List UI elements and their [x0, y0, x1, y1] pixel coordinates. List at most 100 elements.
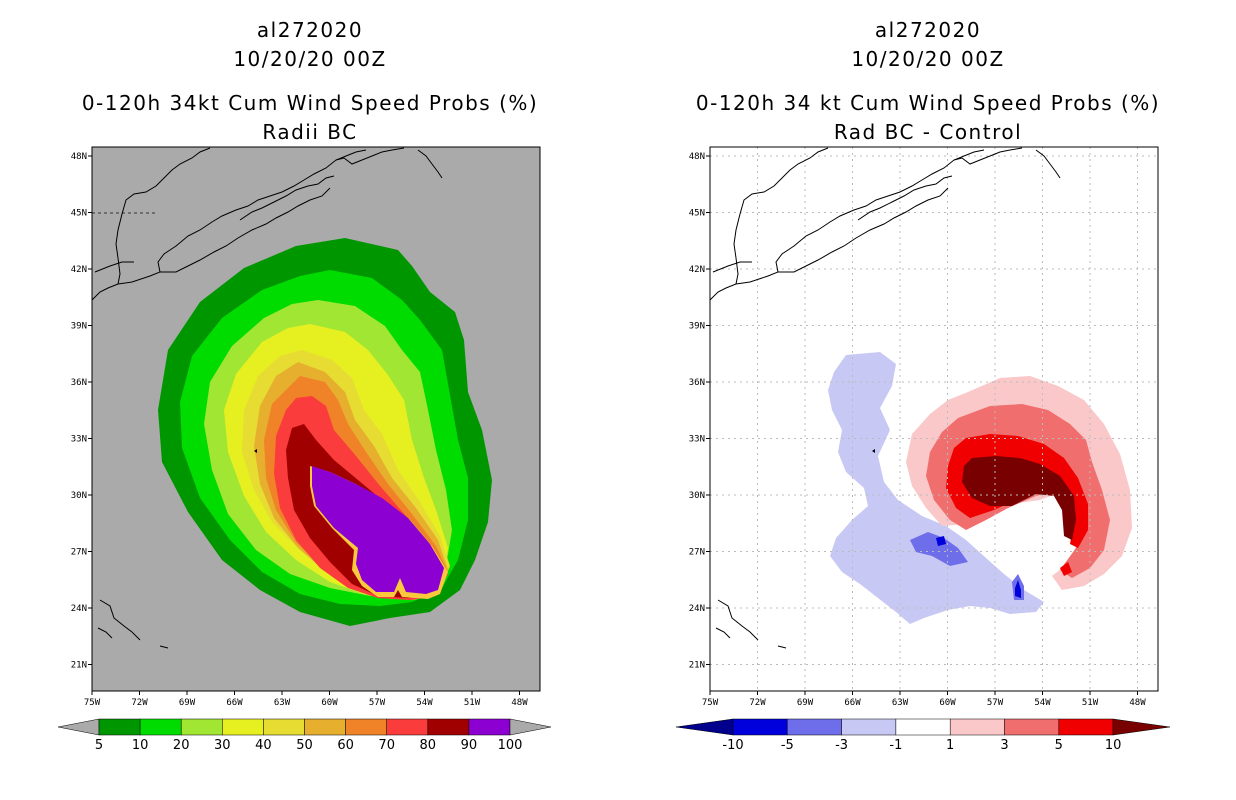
right-gridlines: [710, 147, 1158, 691]
right-lon-label: 48W: [1129, 698, 1146, 708]
right-lat-label: 33N: [689, 435, 705, 445]
right-colorbar-low-arrow: [675, 718, 734, 736]
right-lon-label: 63W: [892, 698, 909, 708]
left-colorbar-label: 40: [255, 738, 272, 753]
left-map-area: [92, 147, 540, 691]
right-colorbar-label: 5: [1055, 738, 1063, 753]
left-lon-label: 72W: [131, 698, 148, 708]
right-lat-label: 24N: [689, 604, 705, 614]
right-lon-label: 60W: [939, 698, 956, 708]
right-difference-contours: [828, 352, 1132, 624]
left-colorbar-label: 90: [461, 738, 478, 753]
left-title-experiment: Radii BC: [262, 120, 357, 144]
right-colorbar-box: [787, 718, 842, 736]
left-colorbar-labels: 5 10 20 30 40 50 60 70 80 90 100: [95, 738, 523, 753]
right-colorbar-box: [1058, 718, 1114, 736]
left-colorbar-label: 30: [214, 738, 231, 753]
left-lon-label: 48W: [511, 698, 528, 708]
contour-minus-1: [828, 352, 1044, 624]
right-colorbar-box: [841, 718, 897, 736]
contour-minus-5b: [936, 536, 946, 546]
right-lon-label: 66W: [844, 698, 861, 708]
right-colorbar-boxes: [732, 718, 1114, 736]
right-lat-label: 36N: [689, 378, 705, 388]
left-colorbar-box: [304, 718, 346, 736]
contour-minus-5: [1015, 580, 1021, 598]
left-lat-label: 21N: [71, 661, 87, 671]
right-lat-label: 30N: [689, 491, 705, 501]
left-colorbar-box: [345, 718, 387, 736]
left-colorbar-label: 5: [95, 738, 103, 753]
right-lon-label: 72W: [749, 698, 766, 708]
left-lat-label: 48N: [71, 152, 87, 162]
left-lon-label: 69W: [179, 698, 196, 708]
left-lat-label: 24N: [71, 604, 87, 614]
right-map-frame: [709, 146, 1159, 692]
right-lon-label: 57W: [987, 698, 1004, 708]
right-colorbar-labels: -10 -5 -3 -1 1 3 5 10: [722, 738, 1121, 753]
right-colorbar-box: [949, 718, 1005, 736]
left-colorbar-low-arrow: [57, 718, 100, 736]
right-lat-label: 48N: [689, 152, 705, 162]
right-colorbar-label: -10: [722, 738, 743, 753]
right-colorbar: -10 -5 -3 -1 1 3 5 10: [675, 718, 1171, 753]
right-colorbar-label: 10: [1105, 738, 1122, 753]
right-panel: al272020 10/20/20 00Z 0-120h 34 kt Cum W…: [675, 18, 1171, 753]
right-lon-label: 69W: [797, 698, 814, 708]
left-colorbar-box: [427, 718, 470, 736]
contour-plus-10: [962, 456, 1076, 540]
left-lat-label: 42N: [71, 265, 87, 275]
right-map-area: [710, 147, 1158, 691]
left-colorbar-label: 20: [173, 738, 190, 753]
right-title-product: 0-120h 34 kt Cum Wind Speed Probs (%): [696, 91, 1160, 115]
contour-plus-5b: [1060, 562, 1072, 576]
left-colorbar-label: 50: [296, 738, 313, 753]
left-colorbar-box: [263, 718, 305, 736]
left-title-datetime: 10/20/20 00Z: [233, 47, 386, 71]
contour-100: [312, 466, 444, 594]
right-lat-label: 39N: [689, 322, 705, 332]
left-lon-label: 57W: [369, 698, 386, 708]
right-coastlines: [710, 147, 1061, 649]
left-lat-label: 33N: [71, 435, 87, 445]
right-title-experiment: Rad BC - Control: [834, 120, 1022, 144]
left-colorbar-box: [139, 718, 182, 736]
left-lat-label: 39N: [71, 322, 87, 332]
left-colorbar: 5 10 20 30 40 50 60 70 80 90 100: [57, 718, 552, 753]
left-colorbar-high-arrow: [509, 718, 552, 736]
left-colorbar-box: [98, 718, 141, 736]
right-colorbar-high-arrow: [1112, 718, 1171, 736]
left-lon-label: 54W: [416, 698, 433, 708]
left-probability-contours: [158, 238, 492, 626]
left-colorbar-box: [180, 718, 223, 736]
right-colorbar-label: -5: [781, 738, 794, 753]
left-lat-label: 36N: [71, 378, 87, 388]
left-title-storm-id: al272020: [257, 18, 363, 42]
left-panel: al272020 10/20/20 00Z 0-120h 34kt Cum Wi…: [57, 18, 552, 753]
right-lat-label: 27N: [689, 548, 705, 558]
left-coastlines: [92, 147, 443, 649]
left-axes: 48N 45N 42N 39N 36N 33N 30N 27N 24N 21N 75W 72W 69W 6…: [71, 152, 528, 708]
left-lat-label: 27N: [71, 548, 87, 558]
right-colorbar-label: -1: [889, 738, 902, 753]
right-colorbar-label: 3: [1000, 738, 1008, 753]
left-lon-label: 51W: [464, 698, 481, 708]
left-colorbar-label: 60: [337, 738, 354, 753]
right-lat-label: 45N: [689, 209, 705, 219]
left-colorbar-label: 70: [378, 738, 395, 753]
small-marker: [254, 449, 257, 453]
small-marker-right: [872, 449, 875, 453]
right-lon-label: 75W: [702, 698, 719, 708]
left-lon-label: 60W: [321, 698, 338, 708]
right-title-storm-id: al272020: [875, 18, 981, 42]
left-map-frame: [91, 146, 541, 692]
left-lon-label: 66W: [226, 698, 243, 708]
right-title-datetime: 10/20/20 00Z: [851, 47, 1004, 71]
right-colorbar-box: [1004, 718, 1060, 736]
right-lat-label: 21N: [689, 661, 705, 671]
left-lat-label: 30N: [71, 491, 87, 501]
left-lon-label: 75W: [84, 698, 101, 708]
left-title-product: 0-120h 34kt Cum Wind Speed Probs (%): [82, 91, 538, 115]
right-lat-label: 42N: [689, 265, 705, 275]
left-colorbar-label: 10: [132, 738, 149, 753]
